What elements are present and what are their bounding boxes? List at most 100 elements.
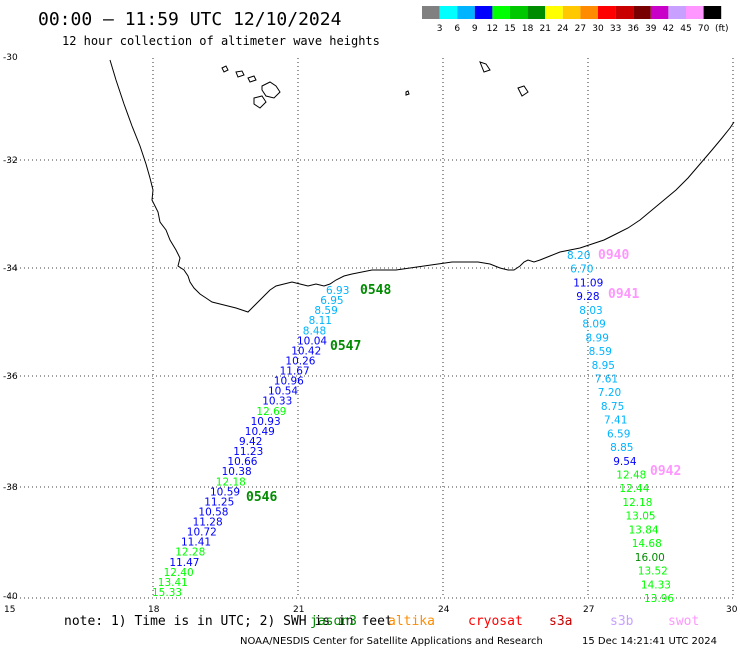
wave-height-value: 10.26 bbox=[285, 356, 315, 368]
wave-height-value: 10.33 bbox=[262, 396, 292, 408]
wave-height-value: 10.54 bbox=[268, 386, 298, 398]
scale-swatch bbox=[615, 6, 634, 19]
lon-label: 18 bbox=[148, 605, 160, 615]
wave-height-value: 10.04 bbox=[297, 335, 327, 347]
wave-height-value: 10.38 bbox=[222, 466, 252, 478]
wave-height-value: 10.49 bbox=[245, 426, 275, 438]
scale-swatch bbox=[492, 6, 510, 19]
lat-lon-grid bbox=[8, 58, 734, 599]
scale-label: 45 bbox=[680, 24, 691, 34]
wave-height-value: 13.52 bbox=[638, 566, 668, 578]
wave-height-value: 16.00 bbox=[635, 552, 665, 564]
wave-height-value: 11.41 bbox=[181, 537, 211, 549]
wave-height-value: 12.28 bbox=[175, 547, 205, 559]
satellite-name: jason3 bbox=[310, 614, 357, 629]
lat-label: -30 bbox=[3, 53, 18, 63]
scale-swatch bbox=[510, 6, 528, 19]
wave-height-value: 8.09 bbox=[582, 319, 605, 331]
wave-height-value: 13.05 bbox=[626, 511, 656, 523]
wave-height-value: 10.96 bbox=[274, 376, 304, 388]
wave-height-value: 10.58 bbox=[198, 507, 228, 519]
lon-label: 30 bbox=[726, 605, 738, 615]
wave-height-value: 10.66 bbox=[227, 456, 257, 468]
scale-label: 12 bbox=[487, 24, 498, 34]
wave-height-value: 7.61 bbox=[595, 374, 618, 386]
latitude-labels: -30 -32 -34 -36 -38 -40 bbox=[3, 53, 18, 602]
wave-height-value: 14.33 bbox=[641, 579, 671, 591]
scale-label: 27 bbox=[575, 24, 586, 34]
scale-label: 9 bbox=[472, 24, 478, 34]
satellite-name: altika bbox=[388, 614, 435, 629]
lesotho-boundary bbox=[221, 61, 529, 109]
pass-label: 0547 bbox=[330, 339, 361, 354]
scale-unit: (ft) bbox=[715, 24, 729, 34]
lat-label: -38 bbox=[3, 483, 18, 493]
wave-height-value: 13.84 bbox=[629, 524, 659, 536]
scale-swatch bbox=[545, 6, 563, 19]
scale-swatch bbox=[633, 6, 651, 19]
wave-height-value: 11.28 bbox=[193, 517, 223, 529]
wave-height-value: 9.54 bbox=[613, 456, 637, 468]
timestamp-text: 15 Dec 14:21:41 UTC 2024 bbox=[582, 636, 717, 647]
scale-label: 3 bbox=[437, 24, 443, 34]
scale-label: 70 bbox=[698, 24, 710, 34]
wave-height-value: 8.99 bbox=[586, 332, 609, 344]
wave-height-value: 11.47 bbox=[169, 557, 199, 569]
scale-swatch bbox=[562, 6, 581, 19]
scale-label: 24 bbox=[557, 24, 569, 34]
wave-height-value: 11.25 bbox=[204, 496, 234, 508]
longitude-labels: 15 18 21 24 27 30 bbox=[4, 605, 738, 615]
wave-height-value: 8.95 bbox=[592, 360, 615, 372]
lat-label: -34 bbox=[3, 264, 18, 274]
scale-label: 6 bbox=[454, 24, 460, 34]
scale-label: 33 bbox=[610, 24, 621, 34]
scale-label: 36 bbox=[627, 24, 639, 34]
wave-height-value: 9.42 bbox=[239, 436, 262, 448]
wave-height-value: 10.59 bbox=[210, 486, 240, 498]
wave-height-value: 8.20 bbox=[567, 250, 590, 262]
wave-height-value: 6.93 bbox=[326, 285, 349, 297]
lat-label: -32 bbox=[3, 156, 18, 166]
wave-height-value: 8.03 bbox=[579, 305, 602, 317]
scale-swatch bbox=[668, 6, 686, 19]
lon-label: 27 bbox=[583, 605, 594, 615]
scale-label: 30 bbox=[592, 24, 604, 34]
wave-height-value: 10.93 bbox=[251, 416, 281, 428]
wave-height-value: 8.85 bbox=[610, 442, 633, 454]
scale-label: 21 bbox=[539, 24, 550, 34]
scale-swatch bbox=[474, 6, 493, 19]
wave-height-value: 12.18 bbox=[216, 476, 246, 488]
credit-text: NOAA/NESDIS Center for Satellite Applica… bbox=[240, 636, 543, 647]
lat-label: -36 bbox=[3, 372, 18, 382]
map-title: 00:00 – 11:59 UTC 12/10/2024 bbox=[38, 9, 341, 30]
wave-height-value: 12.48 bbox=[616, 470, 646, 482]
lon-label: 15 bbox=[4, 605, 15, 615]
wave-height-value: 12.40 bbox=[164, 567, 194, 579]
scale-swatch bbox=[686, 6, 704, 19]
wave-height-value: 8.11 bbox=[309, 315, 332, 327]
wave-height-value: 6.59 bbox=[607, 428, 630, 440]
pass-label: 0941 bbox=[608, 287, 639, 302]
scale-swatch bbox=[439, 6, 458, 19]
scale-swatch bbox=[598, 6, 616, 19]
wave-height-value: 12.44 bbox=[619, 483, 649, 495]
track-west-values: 6.936.958.598.118.4810.0410.4210.2611.67… bbox=[152, 285, 349, 599]
scale-swatch bbox=[580, 6, 598, 19]
wave-height-value: 13.41 bbox=[158, 577, 188, 589]
wave-height-value: 6.95 bbox=[320, 295, 343, 307]
wave-height-value: 10.72 bbox=[187, 527, 217, 539]
wave-height-value: 8.59 bbox=[314, 305, 337, 317]
wave-height-value: 8.59 bbox=[589, 346, 612, 358]
wave-height-value: 9.28 bbox=[576, 291, 599, 303]
wave-height-value: 6.70 bbox=[570, 264, 593, 276]
wave-height-value: 11.09 bbox=[573, 277, 603, 289]
satellite-name: s3a bbox=[549, 614, 572, 629]
satellite-name: swot bbox=[668, 614, 699, 629]
pass-label: 0940 bbox=[598, 248, 629, 263]
scale-label: 18 bbox=[522, 24, 534, 34]
wave-height-value: 12.69 bbox=[256, 406, 286, 418]
wave-height-value: 7.20 bbox=[598, 387, 621, 399]
wave-height-value: 10.42 bbox=[291, 345, 321, 357]
